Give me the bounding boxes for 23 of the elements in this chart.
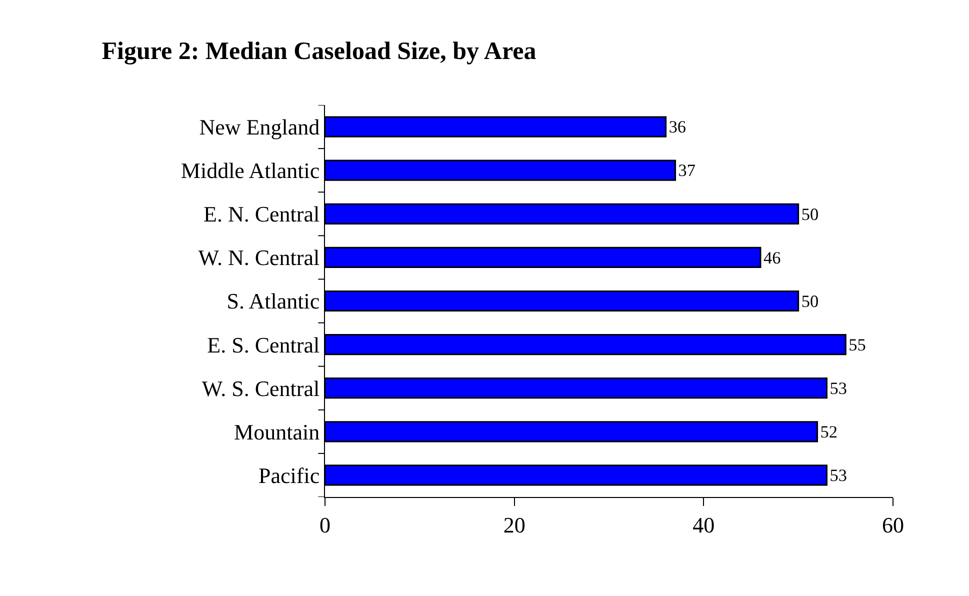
chart-title: Figure 2: Median Caseload Size, by Area	[102, 38, 537, 66]
x-tick-label: 0	[320, 512, 330, 538]
x-tick-label: 40	[692, 512, 715, 538]
y-tick-label: New England	[199, 114, 320, 140]
x-tick-label: 60	[882, 512, 904, 538]
y-tick-label: E. S. Central	[207, 332, 320, 358]
data-label: 53	[830, 378, 847, 398]
y-tick-label: S. Atlantic	[226, 288, 320, 314]
x-tick-label: 20	[503, 512, 526, 538]
y-tick-label: W. N. Central	[198, 245, 320, 270]
data-label: 55	[848, 335, 866, 354]
data-label: 46	[763, 248, 782, 268]
data-label: 37	[678, 161, 696, 180]
y-tick-label: Mountain	[234, 419, 320, 444]
y-tick-label: E. N. Central	[204, 202, 320, 227]
data-label: 36	[668, 118, 686, 137]
y-tick-label: Pacific	[258, 462, 320, 488]
data-label: 53	[830, 466, 847, 486]
data-label: 50	[801, 204, 819, 224]
y-tick-label: Middle Atlantic	[180, 158, 320, 184]
data-label: 50	[801, 292, 819, 311]
y-tick-label: W. S. Central	[202, 376, 320, 401]
data-label: 52	[820, 422, 838, 442]
